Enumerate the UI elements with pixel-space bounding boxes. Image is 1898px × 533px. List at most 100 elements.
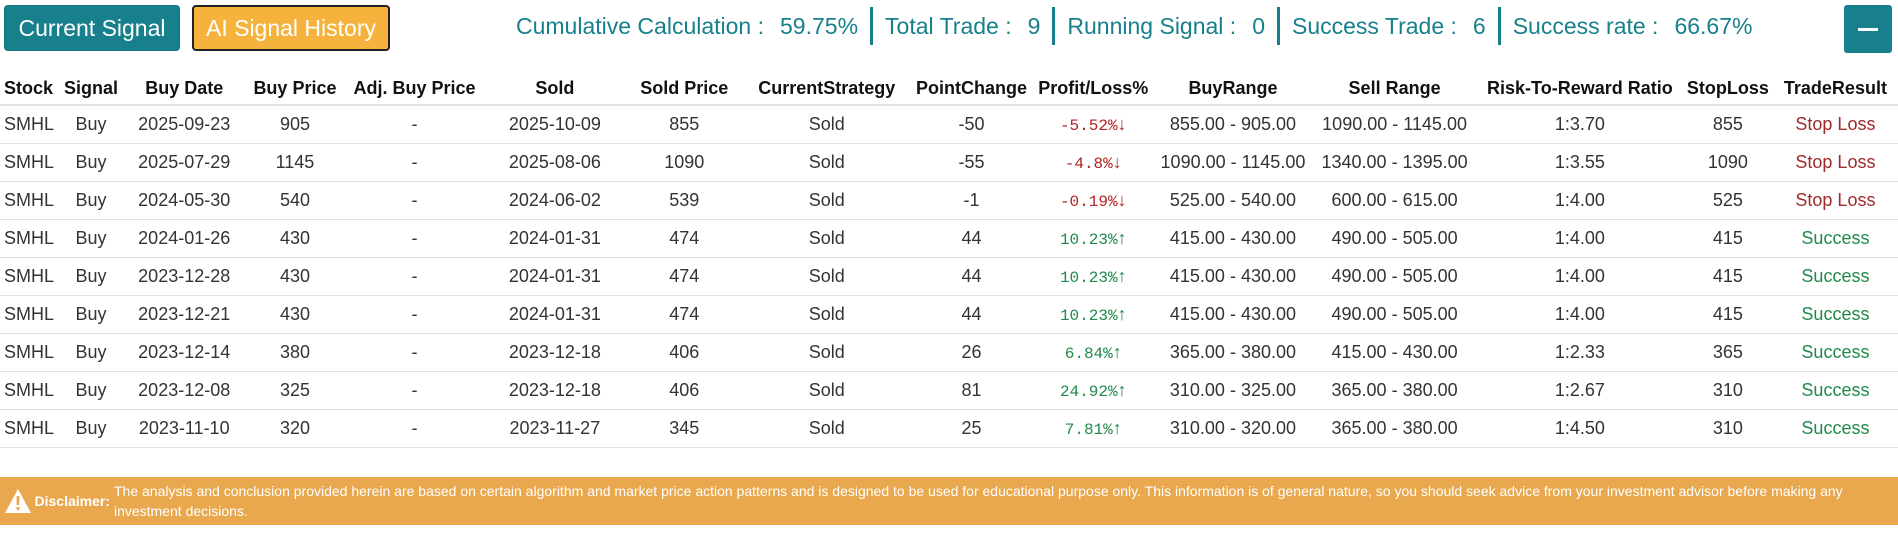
profit-loss-value: 7.81% (1064, 421, 1113, 439)
cell-risk-reward: 1:2.33 (1476, 333, 1683, 372)
cell-point-change: -50 (910, 105, 1033, 144)
cell-sell-range: 490.00 - 505.00 (1312, 295, 1477, 334)
table-row: SMHL Buy 2023-12-28 430-2024-01-31 474 Sold 44… (0, 257, 1898, 296)
cell-profit-loss: 24.92%↑ (1032, 371, 1154, 410)
cell-profit-loss: 10.23%↑ (1032, 295, 1154, 334)
cell-risk-reward: 1:3.55 (1476, 143, 1683, 182)
column-header-risk-reward[interactable]: Risk-To-Reward Ratio (1476, 72, 1683, 106)
cell-stock: SMHL (0, 371, 60, 410)
cell-buy-range: 415.00 - 430.00 (1153, 257, 1313, 296)
column-header-trade-result[interactable]: TradeResult (1772, 72, 1898, 106)
stat-running-signal: Running Signal : 0 (1055, 13, 1277, 40)
cell-profit-loss: 6.84%↑ (1032, 333, 1154, 372)
profit-loss-value: 24.92% (1059, 383, 1118, 401)
cell-stop-loss: 415 (1682, 219, 1773, 258)
cell-trade-result: Stop Loss (1772, 143, 1898, 182)
cell-buy-range: 525.00 - 540.00 (1153, 181, 1313, 220)
cell-stop-loss: 415 (1682, 257, 1773, 296)
cell-signal: Buy (59, 409, 123, 448)
stat-label: Total Trade : (885, 12, 1012, 39)
column-header-buy-range[interactable]: BuyRange (1153, 72, 1313, 106)
cell-sold-price: 474 (625, 219, 744, 258)
cell-risk-reward: 1:4.50 (1476, 409, 1683, 448)
column-header-sold-price[interactable]: Sold Price (625, 72, 744, 106)
arrow-up-icon: ↑ (1112, 342, 1122, 362)
cell-point-change: 25 (910, 409, 1033, 448)
cell-buy-range: 415.00 - 430.00 (1153, 219, 1313, 258)
stat-value: 6 (1472, 12, 1486, 39)
cell-current-strategy: Sold (743, 181, 911, 220)
stat-label: Running Signal : (1067, 12, 1237, 39)
profit-loss-value: -0.19% (1059, 193, 1118, 211)
column-header-current-strategy[interactable]: CurrentStrategy (743, 72, 911, 106)
cell-sold-price: 406 (625, 333, 744, 372)
collapse-button[interactable] (1844, 5, 1892, 53)
cell-stock: SMHL (0, 219, 60, 258)
cell-signal: Buy (59, 295, 123, 334)
cell-stop-loss: 1090 (1682, 143, 1773, 182)
cell-adj-buy-price: - (344, 333, 485, 372)
table-header-row: Stock Signal Buy Date Buy Price Adj. Buy Pri… (0, 72, 1898, 106)
cell-sell-range: 365.00 - 380.00 (1312, 409, 1477, 448)
column-header-sell-range[interactable]: Sell Range (1312, 72, 1477, 106)
cell-sold: 2023-11-27 (484, 409, 626, 448)
cell-current-strategy: Sold (743, 371, 911, 410)
cell-buy-range: 310.00 - 320.00 (1153, 409, 1313, 448)
stat-success-rate: Success rate : 66.67% (1501, 13, 1765, 40)
ai-signal-history-button[interactable]: AI Signal History (192, 5, 390, 51)
cell-sell-range: 490.00 - 505.00 (1312, 257, 1477, 296)
cell-profit-loss: 10.23%↑ (1032, 257, 1154, 296)
cell-sold-price: 474 (625, 257, 744, 296)
arrow-up-icon: ↑ (1117, 380, 1127, 400)
stat-success-trade: Success Trade : 6 (1280, 13, 1498, 40)
cell-stock: SMHL (0, 257, 60, 296)
cell-adj-buy-price: - (344, 257, 485, 296)
cell-buy-price: 320 (245, 409, 345, 448)
profit-loss-value: 10.23% (1059, 231, 1118, 249)
cell-point-change: -55 (910, 143, 1033, 182)
stat-total-trade: Total Trade : 9 (873, 13, 1052, 40)
column-header-adj-buy-price[interactable]: Adj. Buy Price (344, 72, 485, 106)
column-header-sold[interactable]: Sold (484, 72, 626, 106)
cell-trade-result: Success (1772, 257, 1898, 296)
cell-stock: SMHL (0, 105, 60, 144)
current-signal-button[interactable]: Current Signal (4, 5, 180, 51)
stat-label: Success Trade : (1292, 12, 1457, 39)
column-header-point-change[interactable]: PointChange (910, 72, 1033, 106)
cell-signal: Buy (59, 333, 123, 372)
cell-current-strategy: Sold (743, 219, 911, 258)
cell-point-change: -1 (910, 181, 1033, 220)
arrow-up-icon: ↑ (1112, 418, 1122, 438)
cell-sell-range: 490.00 - 505.00 (1312, 219, 1477, 258)
cell-sell-range: 1340.00 - 1395.00 (1312, 143, 1477, 182)
cell-trade-result: Stop Loss (1772, 181, 1898, 220)
column-header-stop-loss[interactable]: StopLoss (1682, 72, 1773, 106)
column-header-signal[interactable]: Signal (59, 72, 123, 106)
cell-sell-range: 1090.00 - 1145.00 (1312, 105, 1477, 144)
cell-current-strategy: Sold (743, 257, 911, 296)
cell-buy-range: 855.00 - 905.00 (1153, 105, 1313, 144)
cell-signal: Buy (59, 219, 123, 258)
column-header-profit-loss[interactable]: Profit/Loss% (1032, 72, 1154, 106)
cell-buy-price: 325 (245, 371, 345, 410)
column-header-buy-date[interactable]: Buy Date (122, 72, 246, 106)
cell-risk-reward: 1:4.00 (1476, 257, 1683, 296)
cell-stock: SMHL (0, 143, 60, 182)
warning-icon (2, 488, 35, 514)
cell-sell-range: 415.00 - 430.00 (1312, 333, 1477, 372)
cell-buy-date: 2023-11-10 (122, 409, 246, 448)
arrow-up-icon: ↑ (1117, 266, 1127, 286)
column-header-buy-price[interactable]: Buy Price (245, 72, 345, 106)
cell-buy-date: 2024-01-26 (122, 219, 246, 258)
cell-point-change: 44 (910, 295, 1033, 334)
cell-trade-result: Success (1772, 219, 1898, 258)
profit-loss-value: 10.23% (1059, 307, 1118, 325)
column-header-stock[interactable]: Stock (0, 72, 60, 106)
cell-signal: Buy (59, 105, 123, 144)
arrow-up-icon: ↑ (1117, 228, 1127, 248)
cell-sold: 2025-10-09 (484, 105, 626, 144)
stat-divider (1052, 7, 1056, 45)
cell-buy-date: 2023-12-28 (122, 257, 246, 296)
cell-adj-buy-price: - (344, 219, 485, 258)
arrow-down-icon: ↓ (1117, 114, 1127, 134)
